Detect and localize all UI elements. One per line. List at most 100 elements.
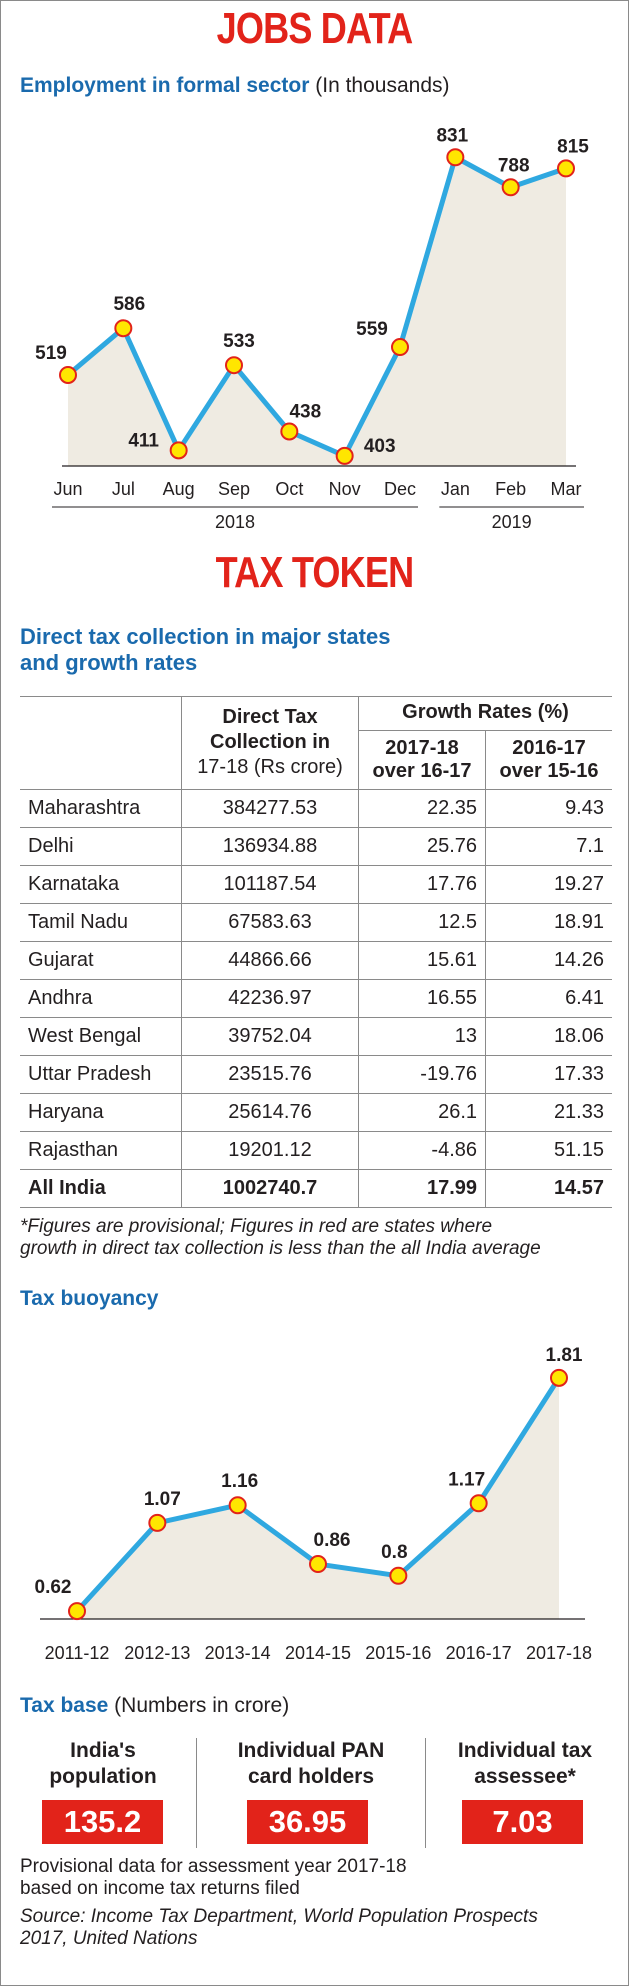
cell-growth-1617: 17.33 bbox=[485, 1055, 612, 1094]
data-label: 1.16 bbox=[221, 1471, 258, 1492]
cell-state: Andhra bbox=[20, 979, 182, 1018]
base-value-pan: 36.95 bbox=[247, 1800, 368, 1844]
base-label-assessee-l1: Individual tax bbox=[457, 1739, 593, 1762]
cell-growth-1617: 14.26 bbox=[485, 941, 612, 980]
data-point bbox=[169, 441, 188, 460]
x-tick-label: 2015-16 bbox=[365, 1643, 431, 1663]
cell-state: Uttar Pradesh bbox=[20, 1055, 182, 1094]
cell-growth-1718: 17.76 bbox=[357, 865, 486, 904]
cell-growth-1718: -4.86 bbox=[357, 1131, 486, 1170]
buoyancy-title: Tax buoyancy bbox=[20, 1287, 159, 1310]
cell-state: Gujarat bbox=[20, 941, 182, 980]
cell-state: West Bengal bbox=[20, 1017, 182, 1056]
data-point bbox=[389, 1566, 408, 1585]
x-tick-label: 2016-17 bbox=[446, 1643, 512, 1663]
cell-growth-1617: 7.1 bbox=[485, 827, 612, 866]
cell-state: Karnataka bbox=[20, 865, 182, 904]
base-divider-1 bbox=[196, 1738, 197, 1848]
table-row: Andhra 42236.97 16.55 6.41 bbox=[20, 979, 612, 1018]
cell-growth-1617: 18.91 bbox=[485, 903, 612, 942]
cell-collection: 23515.76 bbox=[181, 1055, 359, 1094]
cell-state: Tamil Nadu bbox=[20, 903, 182, 942]
data-label: 533 bbox=[223, 331, 255, 352]
header-g1: 2017-18 over 16-17 bbox=[357, 730, 486, 790]
x-tick-label: Jul bbox=[112, 479, 135, 499]
base-value-assessee: 7.03 bbox=[462, 1800, 583, 1844]
header-g2-l1: 2016-17 bbox=[512, 736, 586, 759]
cell-growth-1718: -19.76 bbox=[357, 1055, 486, 1094]
cell-state: Maharashtra bbox=[20, 789, 182, 828]
x-tick-label: Jan bbox=[441, 479, 470, 499]
tax-footnote-line2: growth in direct tax collection is less … bbox=[20, 1238, 541, 1259]
source-line2: 2017, United Nations bbox=[20, 1928, 198, 1949]
cell-growth-1617: 9.43 bbox=[485, 789, 612, 828]
base-value-population: 135.2 bbox=[42, 1800, 163, 1844]
cell-growth-1718: 16.55 bbox=[357, 979, 486, 1018]
tax-base-note-line2: based on income tax returns filed bbox=[20, 1878, 300, 1899]
base-label-population: India's population bbox=[8, 1738, 198, 1790]
tax-base-note-line1: Provisional data for assessment year 201… bbox=[20, 1856, 407, 1877]
tax-table: Direct Tax Collection in 17-18 (Rs crore… bbox=[20, 696, 612, 1208]
cell-growth-1617: 18.06 bbox=[485, 1017, 612, 1056]
data-label: 559 bbox=[356, 319, 388, 340]
data-point bbox=[335, 446, 354, 465]
table-row: Uttar Pradesh 23515.76 -19.76 17.33 bbox=[20, 1055, 612, 1094]
jobs-title: JOBS DATA bbox=[216, 4, 414, 53]
data-point bbox=[225, 356, 243, 375]
header-collection-l3: 17-18 (Rs crore) bbox=[197, 755, 343, 778]
data-point bbox=[280, 422, 299, 441]
tax-base-note: Provisional data for assessment year 201… bbox=[20, 1856, 620, 1900]
data-point bbox=[59, 365, 77, 384]
year-group-label: 2019 bbox=[492, 512, 532, 532]
source-line1: Source: Income Tax Department, World Pop… bbox=[20, 1906, 538, 1927]
cell-growth-1617: 6.41 bbox=[485, 979, 612, 1018]
area-fill bbox=[77, 1377, 559, 1619]
x-tick-label: Jun bbox=[53, 479, 82, 499]
x-tick-label: Feb bbox=[495, 479, 526, 499]
cell-growth-1718: 13 bbox=[357, 1017, 486, 1056]
data-point bbox=[446, 148, 465, 167]
base-label-pan-l1: Individual PAN bbox=[237, 1739, 385, 1762]
cell-collection: 136934.88 bbox=[181, 827, 359, 866]
cell-growth-1617: 19.27 bbox=[485, 865, 612, 904]
cell-growth-1617: 21.33 bbox=[485, 1093, 612, 1132]
header-collection-l2: Collection in bbox=[210, 730, 330, 753]
base-label-assessee: Individual tax assessee* bbox=[430, 1738, 620, 1790]
header-growth: Growth Rates (%) bbox=[358, 696, 612, 731]
x-tick-label: 2017-18 bbox=[526, 1643, 592, 1663]
cell-collection: 101187.54 bbox=[181, 865, 359, 904]
header-g1-l1: 2017-18 bbox=[385, 736, 459, 759]
year-group-label: 2018 bbox=[215, 512, 255, 532]
x-tick-label: Sep bbox=[218, 479, 250, 499]
series-line bbox=[66, 154, 567, 459]
tax-footnote-line1: *Figures are provisional; Figures in red… bbox=[20, 1216, 493, 1237]
data-label: 519 bbox=[35, 343, 67, 364]
tax-footnote: *Figures are provisional; Figures in red… bbox=[20, 1216, 620, 1260]
table-row: Haryana 25614.76 26.1 21.33 bbox=[20, 1093, 612, 1132]
cell-growth-1718: 15.61 bbox=[357, 941, 486, 980]
data-label: 831 bbox=[436, 125, 468, 146]
data-label: 1.81 bbox=[546, 1345, 583, 1366]
table-row: West Bengal 39752.04 13 18.06 bbox=[20, 1017, 612, 1056]
cell-collection: 39752.04 bbox=[181, 1017, 359, 1056]
data-point bbox=[469, 1494, 488, 1513]
jobs-chart: 519 586 411 533 438 403 559 831 788 815 Jun Jul Aug S… bbox=[35, 125, 589, 532]
cell-state: All India bbox=[20, 1169, 182, 1208]
base-divider-2 bbox=[425, 1738, 426, 1848]
data-label: 1.07 bbox=[144, 1489, 181, 1510]
buoyancy-chart: 0.62 1.07 1.16 0.86 0.8 1.17 1.81 2011-12 2012-1… bbox=[35, 1345, 593, 1663]
cell-growth-1617: 14.57 bbox=[485, 1169, 612, 1208]
cell-collection: 1002740.7 bbox=[181, 1169, 359, 1208]
data-label: 411 bbox=[128, 430, 159, 451]
data-point bbox=[309, 1555, 327, 1574]
data-label: 403 bbox=[364, 436, 396, 457]
table-row: All India 1002740.7 17.99 14.57 bbox=[20, 1169, 612, 1208]
area-fill bbox=[68, 157, 566, 466]
tax-base-title: Tax base bbox=[20, 1694, 109, 1717]
cell-collection: 44866.66 bbox=[181, 941, 359, 980]
x-tick-label: Mar bbox=[551, 479, 582, 499]
source-note: Source: Income Tax Department, World Pop… bbox=[20, 1906, 620, 1950]
data-label: 0.62 bbox=[35, 1577, 72, 1598]
jobs-subtitle-unit: (In thousands) bbox=[315, 74, 450, 97]
x-tick-label: Oct bbox=[275, 479, 303, 499]
